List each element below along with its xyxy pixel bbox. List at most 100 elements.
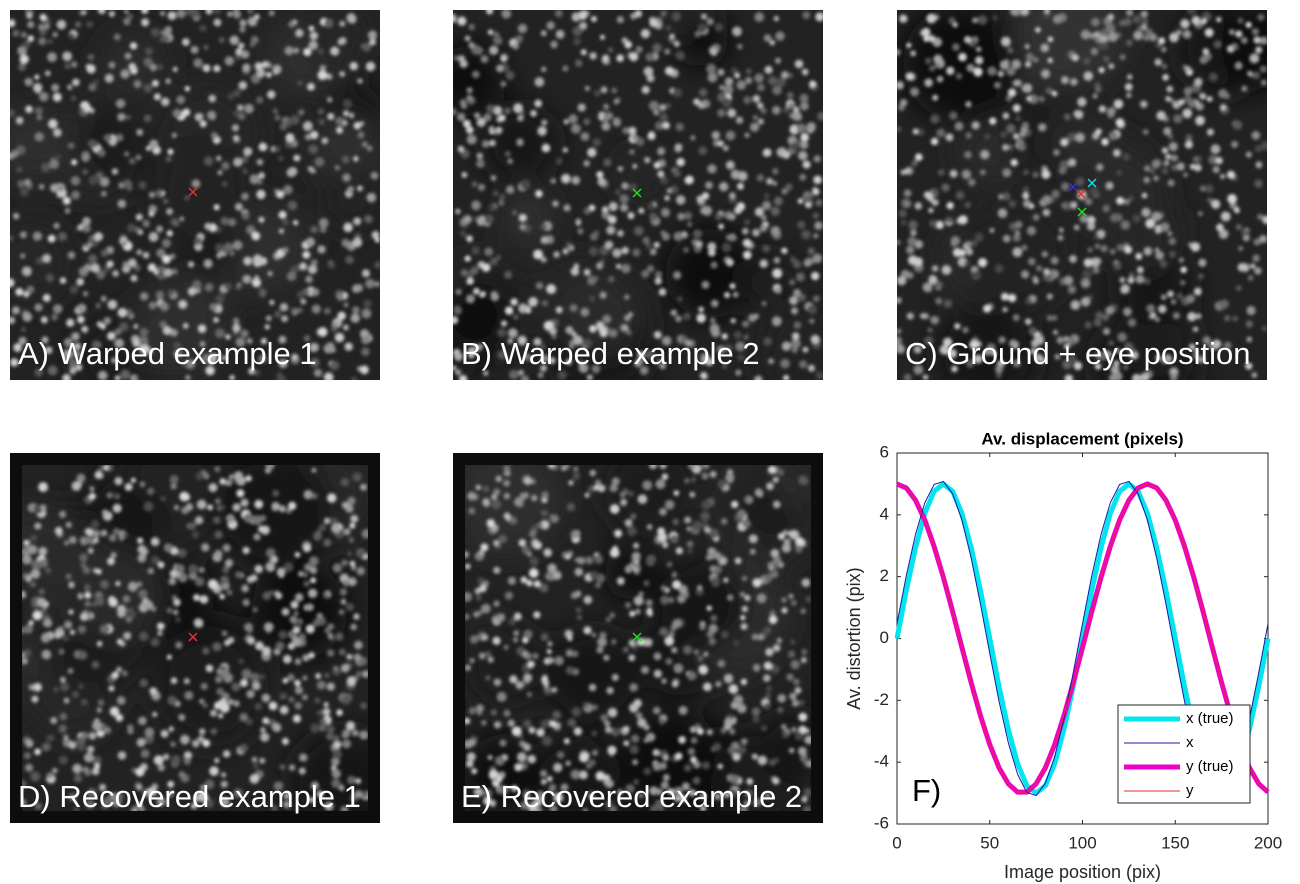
- image-cell: [1156, 111, 1165, 120]
- image-cell: [493, 540, 499, 546]
- image-cell: [790, 660, 800, 670]
- image-cell: [527, 755, 536, 764]
- image-cell: [509, 618, 516, 625]
- image-cell: [519, 492, 527, 500]
- image-cell: [543, 548, 552, 557]
- image-cell: [570, 304, 578, 312]
- image-cell: [82, 169, 88, 175]
- image-cell: [184, 758, 191, 765]
- image-cell: [757, 102, 763, 108]
- image-cell: [476, 704, 484, 712]
- image-cell: [172, 269, 178, 275]
- image-cell: [503, 465, 510, 472]
- image-cell: [1186, 134, 1193, 141]
- image-cell: [460, 99, 466, 105]
- image-cell: [76, 278, 84, 286]
- image-cell: [626, 330, 632, 336]
- image-cell: [563, 204, 570, 211]
- image-cell: [1094, 234, 1099, 239]
- image-cell: [51, 84, 59, 92]
- image-cell: [1155, 317, 1160, 322]
- image-cell: [587, 374, 593, 380]
- image-cell: [529, 727, 536, 734]
- image-cell: [541, 510, 548, 517]
- image-cell: [590, 470, 596, 476]
- image-cell: [611, 639, 616, 644]
- panel-label: C) Ground + eye position: [905, 336, 1251, 371]
- image-cell: [341, 664, 350, 673]
- image-cell: [1094, 82, 1100, 88]
- image-cell: [41, 316, 48, 323]
- image-cell: [151, 606, 157, 612]
- image-cell: [727, 109, 736, 118]
- image-cell: [290, 115, 300, 125]
- image-cell: [273, 108, 278, 113]
- image-cell: [204, 156, 214, 166]
- image-cell: [457, 17, 466, 26]
- image-cell: [308, 166, 313, 171]
- image-cell: [1006, 95, 1012, 101]
- image-cell: [136, 155, 142, 161]
- image-cell: [89, 613, 95, 619]
- image-cell: [629, 639, 636, 646]
- image-cell: [330, 47, 339, 56]
- image-cell: [316, 613, 322, 619]
- image-cell: [215, 498, 221, 504]
- image-cell: [306, 624, 315, 633]
- image-cell: [331, 517, 338, 524]
- image-cell: [16, 117, 24, 125]
- image-cell: [811, 335, 820, 344]
- image-cell: [725, 473, 734, 482]
- image-cell: [580, 308, 589, 317]
- image-cell: [81, 699, 88, 706]
- image-cell: [632, 164, 637, 169]
- image-cell: [469, 658, 475, 664]
- image-cell: [1211, 144, 1221, 154]
- image-cell: [1184, 87, 1193, 96]
- image-cell: [965, 132, 972, 139]
- image-cell: [895, 240, 900, 245]
- image-cell: [277, 372, 283, 378]
- image-cell: [317, 245, 325, 253]
- image-cell: [16, 166, 22, 172]
- image-cell: [1168, 179, 1175, 186]
- image-cell: [1064, 276, 1074, 286]
- image-cell: [1028, 258, 1036, 266]
- image-cell: [1252, 28, 1259, 35]
- image-cell: [765, 692, 771, 698]
- image-cell: [678, 585, 687, 594]
- image-cell: [219, 478, 226, 485]
- image-cell: [1216, 17, 1221, 22]
- image-cell: [1040, 44, 1049, 53]
- image-cell: [336, 709, 343, 716]
- image-cell: [768, 358, 774, 364]
- image-cell: [485, 675, 490, 680]
- image-cell: [81, 153, 89, 161]
- image-cell: [753, 664, 761, 672]
- image-cell: [995, 264, 1004, 273]
- image-cell: [906, 43, 911, 48]
- image-cell: [594, 90, 600, 96]
- image-cell: [122, 241, 127, 246]
- y-axis-label: Av. distortion (pix): [844, 567, 864, 709]
- image-cell: [542, 300, 548, 306]
- image-cell: [684, 212, 692, 220]
- image-cell: [600, 35, 605, 40]
- image-cell: [801, 657, 807, 663]
- image-cell: [82, 10, 87, 15]
- image-cell: [1015, 230, 1020, 235]
- image-cell: [730, 283, 736, 289]
- image-cell: [257, 159, 263, 165]
- image-cell: [35, 87, 41, 93]
- image-cell: [292, 637, 302, 647]
- image-cell: [1023, 170, 1028, 175]
- image-cell: [788, 594, 793, 599]
- image-cell: [1033, 214, 1040, 221]
- image-cell: [478, 184, 485, 191]
- image-cell: [310, 577, 316, 583]
- image-cell: [1180, 267, 1187, 274]
- image-cell: [773, 477, 779, 483]
- x-tick-label: 0: [892, 833, 901, 852]
- image-cell: [707, 605, 712, 610]
- image-cell: [347, 186, 354, 193]
